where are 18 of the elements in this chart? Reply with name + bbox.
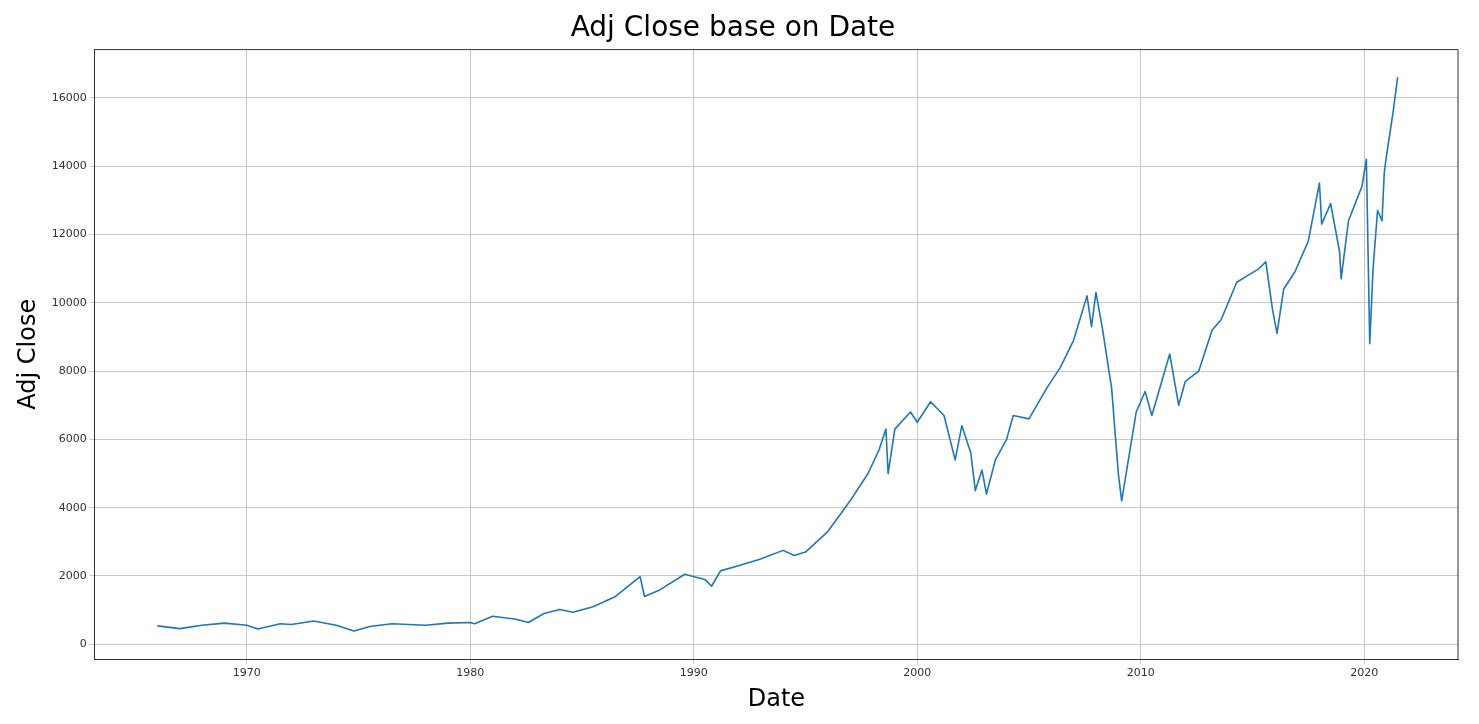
y-tick-label: 8000: [58, 363, 87, 377]
y-tick-label: 10000: [51, 295, 87, 309]
x-tick-label: 1980: [456, 666, 485, 680]
y-tick-label: 0: [79, 637, 87, 651]
x-tick-label: 1990: [679, 666, 708, 680]
y-tick-label: 4000: [58, 500, 87, 514]
chart-title: Adj Close base on Date: [570, 10, 896, 44]
x-tick-label: 2020: [1350, 666, 1379, 680]
x-axis-title: Date: [747, 683, 806, 712]
y-tick-label: 14000: [51, 158, 87, 172]
y-axis-title: Adj Close: [12, 298, 41, 410]
x-tick-label: 2000: [903, 666, 932, 680]
x-tick-label: 1970: [232, 666, 261, 680]
y-tick-label: 12000: [51, 227, 87, 241]
y-tick-label: 2000: [58, 568, 87, 582]
x-tick-label: 2010: [1126, 666, 1155, 680]
y-tick-label: 16000: [51, 90, 87, 104]
y-tick-label: 6000: [58, 432, 87, 446]
